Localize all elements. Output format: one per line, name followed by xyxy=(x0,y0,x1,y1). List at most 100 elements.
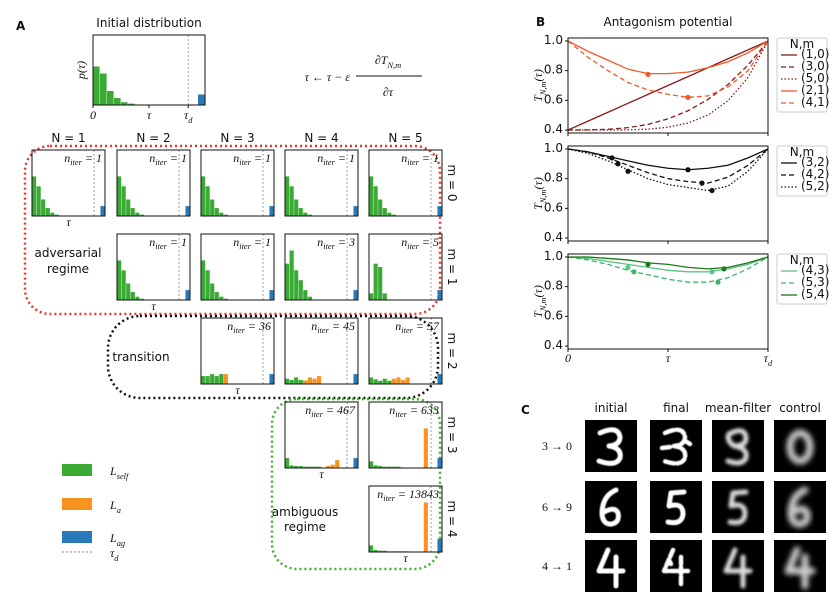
n-iter-value: 45 xyxy=(343,319,355,333)
n-iter-sub: iter xyxy=(323,158,335,167)
histogram-bar xyxy=(121,102,128,105)
legend-label: (4,2) xyxy=(801,167,829,181)
plot-frame xyxy=(284,401,359,469)
histogram-bar xyxy=(369,293,374,300)
n-iter-symbol: n xyxy=(311,319,317,333)
marker xyxy=(645,261,651,267)
histogram-bar xyxy=(335,460,340,468)
panel-letter: A xyxy=(16,19,26,33)
histogram-bar xyxy=(437,290,442,300)
equation-numerator-base: ∂T xyxy=(375,53,389,67)
n-iter-label: niter = 3 xyxy=(317,235,355,251)
legend-label-base: L xyxy=(109,531,117,545)
n-iter-eq: = xyxy=(416,319,424,333)
legend-label-sub: self xyxy=(117,472,130,481)
curve xyxy=(567,40,769,131)
histogram-bar xyxy=(285,378,290,384)
histogram-bar xyxy=(382,208,387,216)
histogram-bar xyxy=(298,380,303,384)
y-tick-label: 0.4 xyxy=(544,122,563,136)
histogram-bar xyxy=(298,208,303,216)
histogram-bar xyxy=(285,176,290,216)
histogram-bar xyxy=(303,290,308,300)
histogram-bar xyxy=(117,260,122,300)
histogram-bar xyxy=(369,545,374,552)
histogram-bar xyxy=(378,380,383,384)
histogram-bar xyxy=(423,428,428,468)
column-header: N = 4 xyxy=(304,131,338,145)
n-iter-eq: = xyxy=(338,235,346,249)
histogram-bar xyxy=(391,378,396,384)
digit-image xyxy=(774,540,826,592)
curve xyxy=(567,148,769,171)
regime-outline xyxy=(23,144,442,316)
curve xyxy=(567,40,769,75)
legend-box xyxy=(776,37,828,113)
n-iter-value: 5 xyxy=(433,235,439,249)
x-tick-label-sub: d xyxy=(768,359,773,368)
n-iter-sub: iter xyxy=(239,242,251,251)
n-iter-value: 57 xyxy=(427,319,440,333)
n-iter-sub: iter xyxy=(317,326,329,335)
legend-swatch xyxy=(62,464,92,476)
histogram-bar xyxy=(303,380,308,384)
plot-frame xyxy=(116,233,191,301)
regime-label: transition xyxy=(112,350,169,364)
x-tick-label-base: τ xyxy=(764,351,769,365)
plot-frame xyxy=(567,253,769,350)
histogram-bar xyxy=(32,176,37,216)
n-iter-sub: iter xyxy=(70,158,82,167)
plot-frame xyxy=(200,233,275,301)
plot-frame xyxy=(284,233,359,301)
histogram-bar xyxy=(312,466,317,468)
y-axis-label-base: T xyxy=(531,202,545,210)
curve xyxy=(567,148,769,184)
histogram-bar xyxy=(294,270,299,300)
histogram-bar xyxy=(303,212,308,216)
histogram-bar xyxy=(289,186,294,216)
regime-label: ambiguous xyxy=(272,505,338,519)
histogram-bar xyxy=(269,206,274,216)
digit-image xyxy=(650,420,702,472)
x-tick-label: τ xyxy=(666,351,671,365)
n-iter-value: 467 xyxy=(337,403,356,417)
histogram-bar xyxy=(303,466,308,468)
histogram-bar xyxy=(210,283,215,300)
histogram-bar xyxy=(269,290,274,300)
histogram-bar xyxy=(36,186,41,216)
histogram-bar xyxy=(400,380,406,384)
n-iter-eq: = xyxy=(410,403,418,417)
n-iter-eq: = xyxy=(254,235,262,249)
n-iter-symbol: n xyxy=(305,403,311,417)
n-iter-sub: iter xyxy=(155,242,167,251)
histogram-bar xyxy=(307,214,312,216)
n-iter-symbol: n xyxy=(317,151,323,165)
row-label: 4 → 1 xyxy=(542,559,572,573)
histogram-bar xyxy=(139,298,144,300)
n-iter-eq: = xyxy=(248,319,256,333)
n-iter-sub: iter xyxy=(233,326,245,335)
histogram-bar xyxy=(205,270,210,300)
histogram-bar xyxy=(54,214,59,216)
histogram-bar xyxy=(330,464,335,468)
histogram-bar xyxy=(382,466,387,468)
histogram-bar xyxy=(312,378,317,384)
legend-label: Lself xyxy=(109,464,130,481)
y-tick-label: 0.8 xyxy=(544,279,563,293)
histogram-bar xyxy=(298,280,303,300)
histogram-bar xyxy=(373,186,378,216)
digit-image xyxy=(774,420,826,472)
legend-label-sub: a xyxy=(117,506,121,515)
legend-label: (5,4) xyxy=(801,287,829,301)
histogram-bar xyxy=(387,466,392,468)
x-tick-label: τ xyxy=(147,108,152,122)
y-axis-label: TN,m(τ) xyxy=(531,285,548,318)
marker xyxy=(645,71,651,77)
digit-image xyxy=(650,540,702,592)
column-header: N = 5 xyxy=(388,131,422,145)
legend-title: N,m xyxy=(790,37,814,51)
histogram-bar xyxy=(100,206,105,216)
plot-frame xyxy=(200,149,275,217)
histogram-bar xyxy=(369,461,374,468)
